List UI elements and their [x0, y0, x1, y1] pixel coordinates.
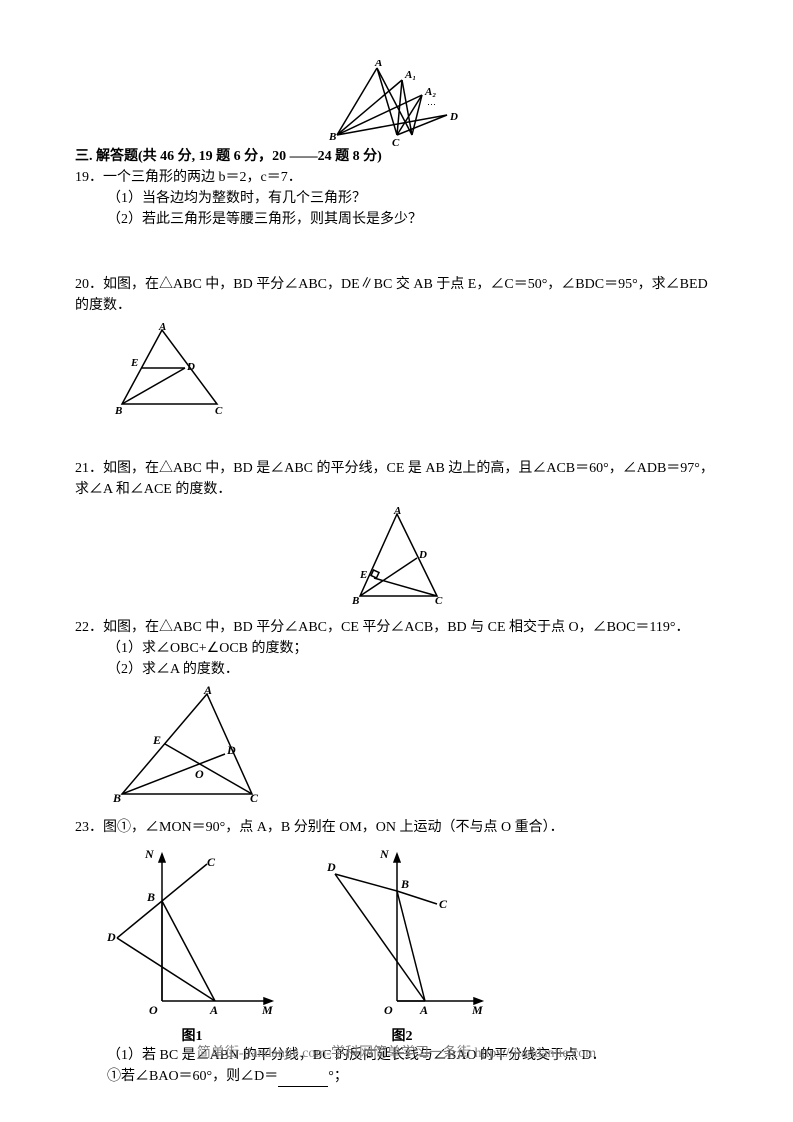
svg-text:E: E — [152, 733, 161, 747]
svg-text:⋯: ⋯ — [427, 99, 436, 109]
svg-text:C: C — [435, 595, 443, 607]
svg-text:C: C — [215, 405, 223, 417]
problem-19: 19．一个三角形的两边 b＝2，c＝7． （1）当各边均为整数时，有几个三角形？… — [75, 167, 718, 230]
svg-text:C: C — [207, 855, 216, 869]
problem-23-sub2b: °； — [328, 1069, 348, 1084]
problem-21-figure: A D E B C — [75, 506, 718, 611]
svg-text:B: B — [114, 405, 122, 417]
svg-text:B: B — [351, 595, 359, 607]
svg-text:A: A — [158, 322, 166, 333]
svg-text:N: N — [144, 847, 155, 861]
svg-text:M: M — [471, 1003, 483, 1016]
problem-22-number: 22． — [75, 620, 103, 635]
problem-23-number: 23． — [75, 820, 103, 835]
svg-text:O: O — [195, 767, 204, 781]
problem-20-text: 如图，在△ABC 中，BD 平分∠ABC，DE∥BC 交 AB 于点 E，∠C＝… — [75, 277, 708, 313]
problem-21-text: 如图，在△ABC 中，BD 是∠ABC 的平分线，CE 是 AB 边上的高，且∠… — [75, 461, 714, 497]
svg-text:O: O — [384, 1003, 393, 1016]
svg-text:A: A — [209, 1003, 218, 1016]
problem-22: 22．如图，在△ABC 中，BD 平分∠ABC，CE 平分∠ACB，BD 与 C… — [75, 617, 718, 811]
problem-19-sub2: （2）若此三角形是等腰三角形，则其周长是多少？ — [75, 209, 718, 230]
problem-19-main: 19．一个三角形的两边 b＝2，c＝7． — [75, 167, 718, 188]
svg-text:D: D — [326, 860, 336, 874]
problem-19-number: 19． — [75, 170, 103, 185]
problem-23-sub2a: ①若∠BAO＝60°，则∠D＝ — [107, 1069, 278, 1084]
problem-23-figure-2: N D B C O A M 图2 — [317, 846, 487, 1045]
svg-text:B: B — [112, 791, 121, 805]
svg-text:C: C — [439, 897, 448, 911]
problem-20: 20．如图，在△ABC 中，BD 平分∠ABC，DE∥BC 交 AB 于点 E，… — [75, 274, 718, 422]
svg-text:A: A — [203, 686, 212, 697]
problem-21: 21．如图，在△ABC 中，BD 是∠ABC 的平分线，CE 是 AB 边上的高… — [75, 458, 718, 611]
top-figure: A A₁ A₂ B C D ⋯ — [327, 60, 467, 155]
problem-21-main: 21．如图，在△ABC 中，BD 是∠ABC 的平分线，CE 是 AB 边上的高… — [75, 458, 718, 500]
problem-22-figure: A E D O B C — [75, 686, 718, 811]
problem-22-sub2: （2）求∠A 的度数． — [75, 659, 718, 680]
svg-text:E: E — [130, 357, 138, 369]
problem-22-text: 如图，在△ABC 中，BD 平分∠ABC，CE 平分∠ACB，BD 与 CE 相… — [103, 620, 690, 635]
svg-text:B: B — [400, 877, 409, 891]
problem-22-main: 22．如图，在△ABC 中，BD 平分∠ABC，CE 平分∠ACB，BD 与 C… — [75, 617, 718, 638]
svg-text:E: E — [359, 569, 367, 581]
problem-20-figure: A E D B C — [75, 322, 718, 422]
svg-text:C: C — [392, 137, 400, 149]
svg-text:D: D — [226, 743, 236, 757]
svg-text:A₁: A₁ — [404, 69, 416, 81]
problem-22-sub1: （1）求∠OBC+∠OCB 的度数； — [75, 638, 718, 659]
problem-23-figures: N C B D O A M 图1 — [107, 846, 718, 1045]
problem-23-figure-1: N C B D O A M 图1 — [107, 846, 277, 1045]
svg-text:B: B — [328, 131, 336, 143]
svg-text:A₂: A₂ — [424, 86, 436, 98]
svg-text:D: D — [418, 549, 427, 561]
svg-text:A: A — [419, 1003, 428, 1016]
svg-text:O: O — [149, 1003, 158, 1016]
svg-text:D: D — [449, 111, 458, 123]
footer: 简单街-jiandanjie.com-学科网简单学习一条街 https://ji… — [0, 1042, 793, 1062]
problem-23-text: 图①，∠MON＝90°，点 A，B 分别在 OM，ON 上运动（不与点 O 重合… — [103, 820, 564, 835]
problem-19-sub1: （1）当各边均为整数时，有几个三角形？ — [75, 188, 718, 209]
svg-text:A: A — [374, 60, 382, 69]
svg-text:A: A — [393, 506, 401, 517]
problem-21-number: 21． — [75, 461, 103, 476]
blank-input[interactable] — [278, 1071, 328, 1087]
svg-text:B: B — [146, 890, 155, 904]
problem-20-main: 20．如图，在△ABC 中，BD 平分∠ABC，DE∥BC 交 AB 于点 E，… — [75, 274, 718, 316]
svg-text:N: N — [379, 847, 390, 861]
svg-text:C: C — [250, 791, 259, 805]
problem-20-number: 20． — [75, 277, 103, 292]
problem-23-main: 23．图①，∠MON＝90°，点 A，B 分别在 OM，ON 上运动（不与点 O… — [75, 817, 718, 838]
problem-19-text: 一个三角形的两边 b＝2，c＝7． — [103, 170, 302, 185]
svg-text:D: D — [107, 930, 116, 944]
problem-23-sub2: ①若∠BAO＝60°，则∠D＝ °； — [75, 1066, 718, 1087]
svg-text:M: M — [261, 1003, 273, 1016]
svg-text:D: D — [186, 361, 195, 373]
